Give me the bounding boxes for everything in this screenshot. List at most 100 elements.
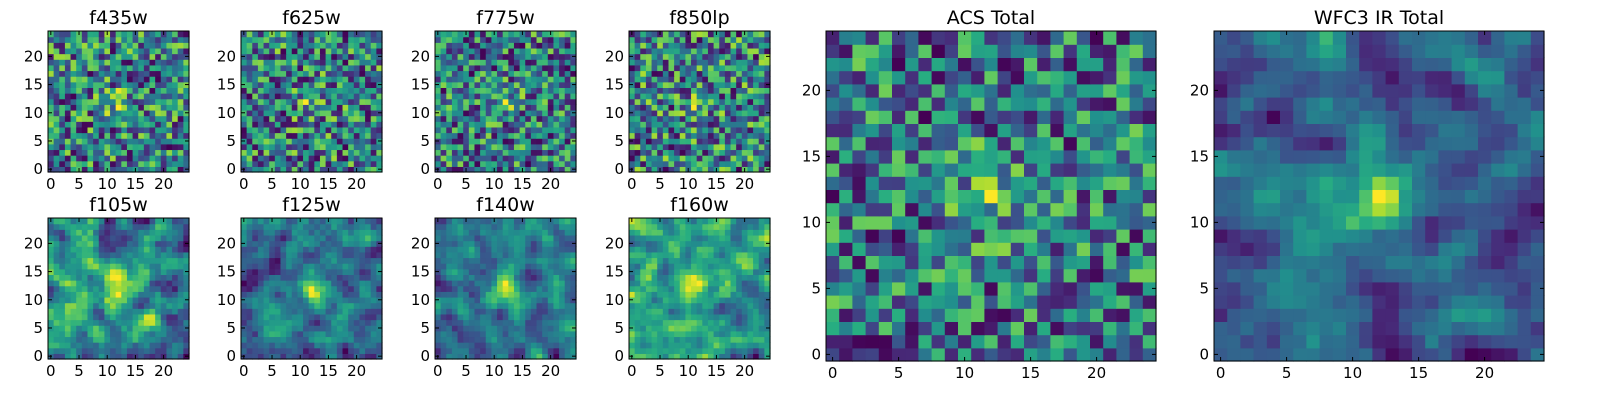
heatmap-cell <box>297 36 304 43</box>
heatmap-cell <box>149 59 156 66</box>
heatmap-cell <box>257 76 265 83</box>
heatmap-cell <box>269 296 276 304</box>
heatmap-cell <box>446 132 453 139</box>
y-tick-label: 20 <box>411 234 430 252</box>
y-tick-label: 5 <box>33 319 43 337</box>
heatmap-cell <box>166 31 173 38</box>
heatmap-cell <box>336 76 344 83</box>
heatmap-cell <box>314 263 321 270</box>
heatmap-cell <box>48 251 55 259</box>
heatmap-cell <box>440 155 447 162</box>
heatmap-cell <box>308 36 315 43</box>
heatmap-cell <box>138 308 145 315</box>
heatmap-cell <box>502 143 509 151</box>
heatmap-cell <box>668 31 675 38</box>
heatmap-cell <box>64 81 72 88</box>
heatmap-cell <box>252 302 259 309</box>
heatmap-cell <box>468 240 476 247</box>
heatmap-cell <box>651 280 658 287</box>
heatmap-cell <box>696 285 703 292</box>
heatmap-cell <box>257 336 265 343</box>
heatmap-cell <box>707 126 715 134</box>
heatmap-cell <box>160 143 168 151</box>
heatmap-cell <box>325 98 332 105</box>
heatmap-cell <box>758 53 765 60</box>
heatmap-cell <box>59 53 66 60</box>
heatmap-cell <box>303 115 310 122</box>
heatmap-cell <box>48 308 55 315</box>
heatmap-cell <box>155 218 162 225</box>
heatmap-cell <box>662 126 670 134</box>
heatmap-cell <box>59 342 66 349</box>
heatmap-cell <box>177 104 184 111</box>
heatmap-cell <box>297 234 304 242</box>
heatmap-cell <box>331 138 338 145</box>
heatmap-cell <box>269 155 276 162</box>
heatmap-cell <box>463 296 470 304</box>
heatmap-cell <box>110 342 117 349</box>
heatmap-cell <box>679 296 686 304</box>
heatmap-cell <box>468 291 476 298</box>
heatmap-cell <box>263 149 270 156</box>
x-tick-label: 5 <box>267 362 277 380</box>
heatmap-cell <box>457 143 464 151</box>
heatmap-cell <box>724 325 732 332</box>
heatmap-cell <box>376 149 383 156</box>
heatmap-cell <box>348 126 355 134</box>
heatmap-cell <box>342 274 349 281</box>
heatmap-cell <box>553 64 560 72</box>
heatmap-cell <box>519 280 526 287</box>
heatmap-cell <box>138 93 145 100</box>
heatmap-cell <box>143 160 151 167</box>
heatmap-cell <box>629 64 636 72</box>
heatmap-cell <box>48 121 55 128</box>
heatmap-cell <box>564 353 571 360</box>
heatmap-cell <box>702 160 709 167</box>
heatmap-cell <box>308 296 315 304</box>
heatmap-cell <box>269 342 276 349</box>
heatmap-cell <box>166 132 173 139</box>
heatmap-cell <box>542 59 549 66</box>
heatmap-cell <box>645 76 653 83</box>
heatmap-cell <box>331 251 338 259</box>
heatmap-cell <box>758 342 765 349</box>
heatmap-cell <box>480 240 487 247</box>
heatmap-cell <box>741 132 749 139</box>
heatmap-cell <box>474 138 481 145</box>
heatmap-cell <box>519 223 526 230</box>
heatmap-cell <box>314 76 321 83</box>
heatmap-cell <box>570 76 577 83</box>
heatmap-cell <box>325 280 332 287</box>
heatmap-cell <box>370 93 377 100</box>
heatmap-cell <box>291 104 298 111</box>
heatmap-cell <box>336 308 344 315</box>
heatmap-cell <box>48 98 55 105</box>
heatmap-cell <box>474 330 481 338</box>
heatmap-cell <box>98 330 105 338</box>
heatmap-cell <box>183 319 190 326</box>
heatmap-cell <box>668 166 675 173</box>
heatmap-cell <box>370 313 377 321</box>
heatmap-cell <box>319 81 327 88</box>
heatmap-cell <box>252 166 259 173</box>
heatmap-cell <box>104 308 111 315</box>
heatmap-cell <box>657 149 664 156</box>
heatmap-cell <box>724 31 732 38</box>
heatmap-cell <box>702 149 709 156</box>
heatmap-cell <box>525 126 532 134</box>
heatmap-cell <box>674 268 681 275</box>
heatmap-cell <box>758 325 765 332</box>
heatmap-cell <box>81 246 89 253</box>
heatmap-cell <box>263 36 270 43</box>
heatmap-cell <box>297 59 304 66</box>
heatmap-cell <box>376 251 383 259</box>
heatmap-cell <box>59 257 66 264</box>
heatmap-cell <box>121 121 128 128</box>
heatmap-cell <box>177 132 184 139</box>
heatmap-cell <box>730 70 737 77</box>
heatmap-cell <box>685 274 692 281</box>
heatmap-cell <box>747 143 754 151</box>
heatmap-cell <box>480 126 487 134</box>
heatmap-cell <box>183 291 190 298</box>
heatmap-cell <box>376 121 383 128</box>
